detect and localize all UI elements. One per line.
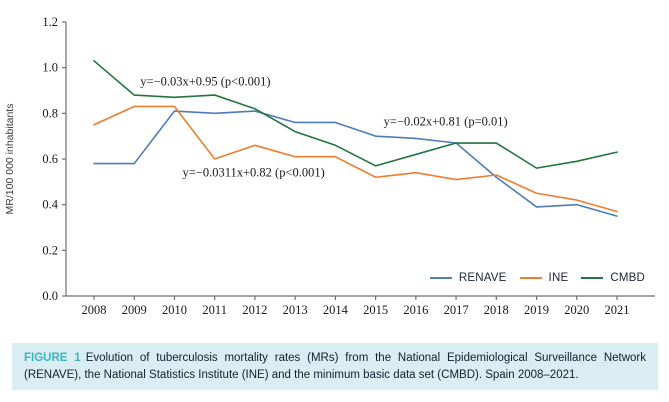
x-tick-label: 2019 — [524, 303, 549, 317]
x-tick-label: 2012 — [242, 303, 267, 317]
trend-equation-ine: y=−0.0311x+0.82 (p<0.001) — [183, 166, 325, 180]
legend-line-swatch-ine — [519, 277, 542, 279]
legend-label-ine: INE — [548, 272, 569, 284]
y-tick-label: 0.4 — [42, 198, 58, 212]
x-tick-label: 2016 — [403, 303, 428, 317]
x-tick-label: 2013 — [283, 303, 308, 317]
legend-line-swatch-renave — [429, 277, 452, 279]
x-tick-label: 2008 — [82, 303, 107, 317]
series-line-cmbd — [93, 60, 618, 169]
series-line-renave — [93, 110, 618, 217]
tb-mortality-line-chart: 0.0 0.2 0.4 0.6 0.8 1.0 1.2 2008 2009 2010 2011 201… — [4, 15, 655, 317]
y-tick-label: 0.8 — [42, 106, 58, 120]
legend-label-renave: RENAVE — [458, 272, 507, 284]
legend-line-swatch-cmbd — [581, 277, 604, 279]
legend-item-renave: RENAVE — [429, 272, 507, 284]
series-line-ine — [93, 105, 618, 213]
figure-caption-text: Evolution of tuberculosis mortality rate… — [24, 352, 646, 381]
x-tick-label: 2021 — [605, 303, 630, 317]
legend-item-cmbd: CMBD — [581, 272, 645, 284]
y-tick-label: 1.0 — [42, 61, 58, 75]
trend-equation-renave: y=−0.02x+0.81 (p=0.01) — [384, 114, 508, 128]
legend-item-ine: INE — [519, 272, 569, 284]
x-tick-label: 2018 — [484, 303, 509, 317]
y-axis-title: MR/100 000 inhabitants — [4, 104, 16, 215]
x-tick-label: 2017 — [444, 303, 469, 317]
y-tick-label: 0.2 — [42, 243, 58, 257]
x-tick-label: 2009 — [122, 303, 147, 317]
x-tick-label: 2015 — [363, 303, 388, 317]
legend-label-cmbd: CMBD — [610, 272, 645, 284]
x-tick-label: 2020 — [564, 303, 589, 317]
y-tick-label: 0.6 — [42, 152, 58, 166]
x-tick-label: 2010 — [162, 303, 187, 317]
y-tick-label: 0.0 — [42, 289, 58, 303]
y-tick-label: 1.2 — [42, 15, 58, 29]
figure-caption: FIGURE 1 Evolution of tuberculosis mortal… — [12, 343, 658, 390]
x-tick-label: 2014 — [323, 303, 349, 317]
figure-caption-label: FIGURE 1 — [24, 352, 81, 364]
chart-legend: RENAVE INE CMBD — [429, 272, 645, 284]
x-tick-label: 2011 — [202, 303, 227, 317]
trend-equation-cmbd: y=−0.03x+0.95 (p<0.001) — [140, 74, 270, 88]
